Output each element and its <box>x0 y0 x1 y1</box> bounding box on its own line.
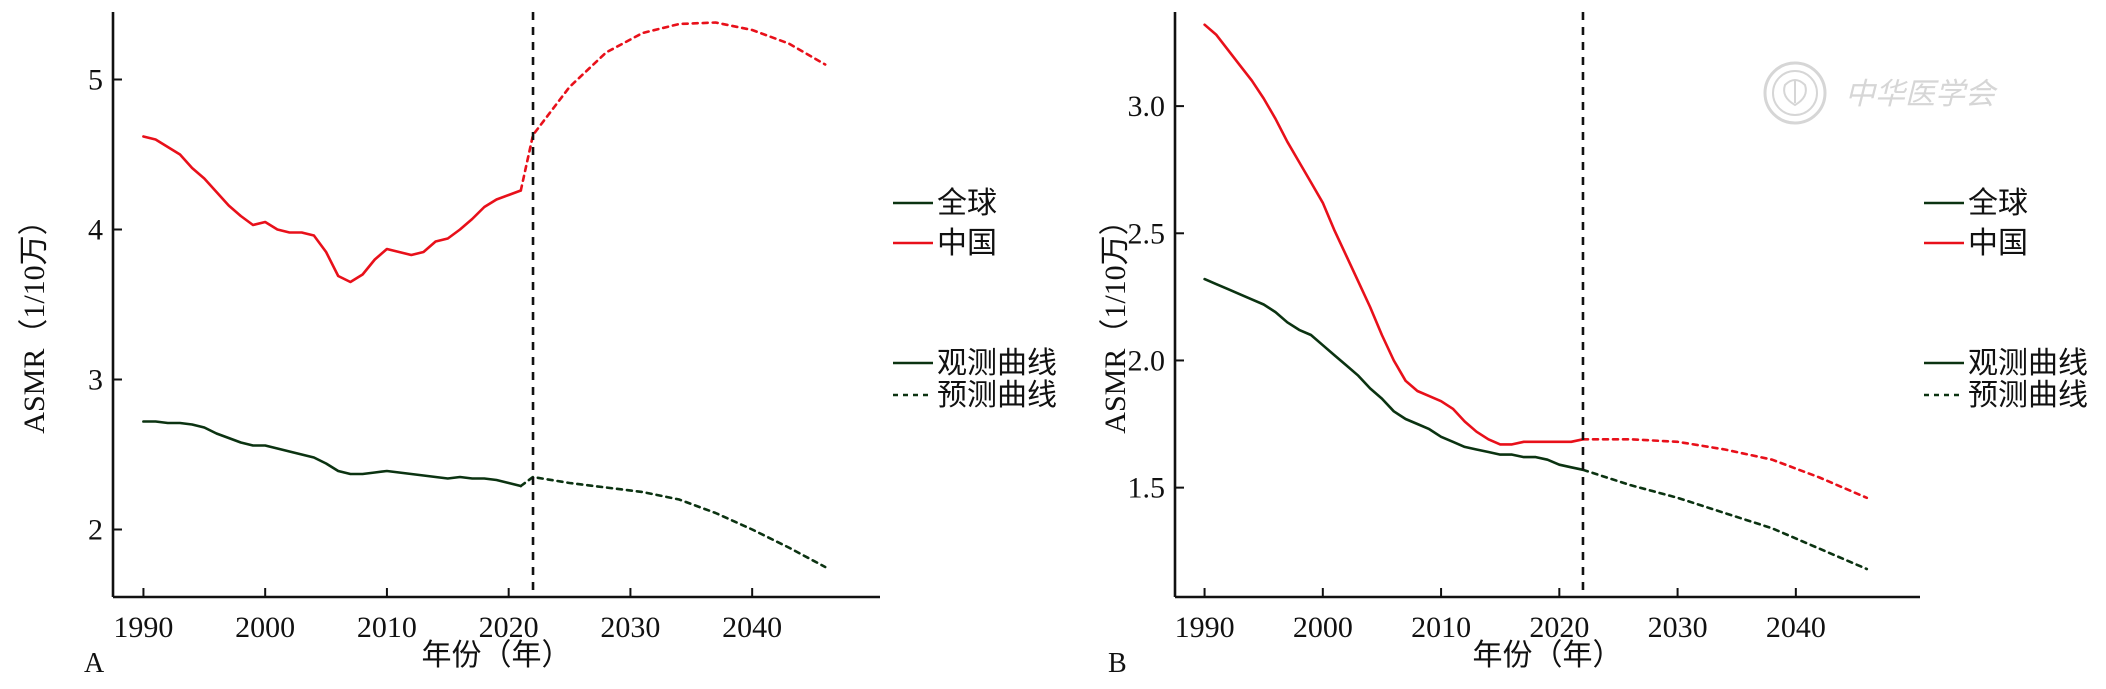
x-axis-title-b: 年份（年） <box>1473 639 1623 672</box>
x-tick-label: 2000 <box>1293 611 1353 644</box>
y-tick-label: 2.0 <box>1128 344 1166 377</box>
x-tick-label: 2020 <box>1529 611 1589 644</box>
plot-b-series <box>1203 23 1869 571</box>
axis-a: 1990 2000 2010 2020 2030 2040 2 3 4 5 <box>88 12 880 644</box>
x-tick-label: 2040 <box>1766 611 1826 644</box>
seal-icon <box>1763 61 1827 125</box>
legend-china-label: 中国 <box>937 227 997 260</box>
x-tick-label: 2030 <box>1648 611 1708 644</box>
series-line-china-predicted <box>1581 437 1869 500</box>
legend-observed-label: 观测曲线 <box>937 347 1057 380</box>
legend-china-label: 中国 <box>1968 227 2028 260</box>
y-tick-label: 1.5 <box>1128 472 1166 505</box>
x-axis-title-a: 年份（年） <box>422 639 572 672</box>
y-axis-title-b: ASMR（1/10万） <box>1099 205 1132 433</box>
watermark: 中华医学会 <box>1763 61 1998 125</box>
series-line-china-observed <box>142 135 523 284</box>
y-tick-label: 5 <box>88 64 103 97</box>
series-line-global-predicted <box>1581 468 1869 571</box>
legend-predicted-label: 预测曲线 <box>1968 379 2088 412</box>
axis-b: 1990 2000 2010 2020 2030 2040 1.5 2.0 2.5 3.0 <box>1128 12 1920 644</box>
legend-observed-label: 观测曲线 <box>1968 347 2088 380</box>
x-tick-label: 2040 <box>722 611 782 644</box>
panel-letter-a: A <box>84 648 105 679</box>
series-line-global-predicted <box>519 475 827 569</box>
y-tick-label: 3.0 <box>1128 90 1166 123</box>
series-line-global-observed <box>1203 277 1585 472</box>
panel-b: 1990 2000 2010 2020 2030 2040 1.5 2.0 2.5 3.0 年份（… <box>1099 12 2088 679</box>
plot-a-series <box>142 21 827 569</box>
x-tick-label: 2010 <box>1411 611 1471 644</box>
x-tick-label: 2030 <box>600 611 660 644</box>
x-tick-label: 1990 <box>113 611 173 644</box>
y-tick-label: 2 <box>88 514 103 547</box>
y-tick-label: 4 <box>88 214 103 247</box>
y-axis-title-a: ASMR（1/10万） <box>18 205 51 433</box>
legend-global-label: 全球 <box>1968 187 2028 220</box>
series-line-global-observed <box>142 420 523 488</box>
series-line-china-observed <box>1203 23 1585 446</box>
x-tick-label: 2020 <box>479 611 539 644</box>
y-tick-label: 3 <box>88 364 103 397</box>
legend-global-label: 全球 <box>937 187 997 220</box>
legend-predicted-label: 预测曲线 <box>937 379 1057 412</box>
x-tick-label: 2010 <box>357 611 417 644</box>
series-line-china-predicted <box>519 21 827 192</box>
panel-letter-b: B <box>1108 648 1127 679</box>
panel-a: 1990 2000 2010 2020 2030 2040 2 3 4 5 年份（年） ASMR（… <box>18 12 1057 679</box>
watermark-text: 中华医学会 <box>1845 77 1998 112</box>
x-tick-label: 2000 <box>235 611 295 644</box>
x-tick-label: 1990 <box>1175 611 1235 644</box>
y-tick-label: 2.5 <box>1128 217 1166 250</box>
